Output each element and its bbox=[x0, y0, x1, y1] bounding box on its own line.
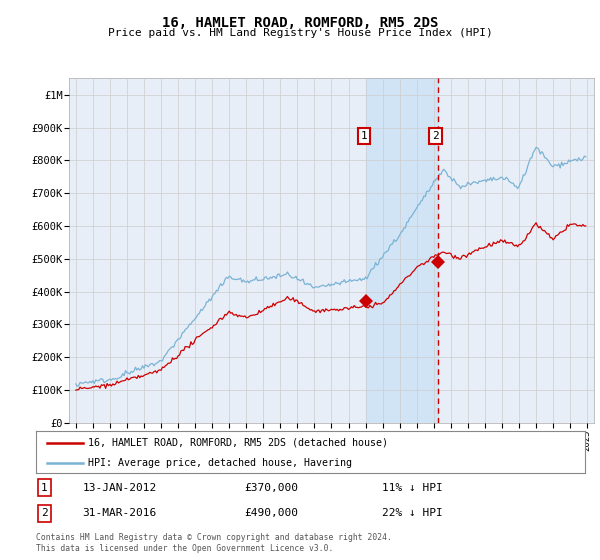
Text: £490,000: £490,000 bbox=[245, 508, 299, 518]
Text: 11% ↓ HPI: 11% ↓ HPI bbox=[382, 483, 443, 493]
Text: Contains HM Land Registry data © Crown copyright and database right 2024.
This d: Contains HM Land Registry data © Crown c… bbox=[36, 533, 392, 553]
Text: 1: 1 bbox=[41, 483, 47, 493]
Text: 2: 2 bbox=[41, 508, 47, 518]
Bar bbox=[366, 78, 438, 423]
Text: 1: 1 bbox=[361, 131, 367, 141]
Text: 31-MAR-2016: 31-MAR-2016 bbox=[83, 508, 157, 518]
Text: HPI: Average price, detached house, Havering: HPI: Average price, detached house, Have… bbox=[88, 458, 352, 468]
Text: 22% ↓ HPI: 22% ↓ HPI bbox=[382, 508, 443, 518]
Text: 16, HAMLET ROAD, ROMFORD, RM5 2DS (detached house): 16, HAMLET ROAD, ROMFORD, RM5 2DS (detac… bbox=[88, 438, 388, 448]
Text: 16, HAMLET ROAD, ROMFORD, RM5 2DS: 16, HAMLET ROAD, ROMFORD, RM5 2DS bbox=[162, 16, 438, 30]
Text: £370,000: £370,000 bbox=[245, 483, 299, 493]
Text: 13-JAN-2012: 13-JAN-2012 bbox=[83, 483, 157, 493]
Text: 2: 2 bbox=[432, 131, 439, 141]
Text: Price paid vs. HM Land Registry's House Price Index (HPI): Price paid vs. HM Land Registry's House … bbox=[107, 28, 493, 38]
